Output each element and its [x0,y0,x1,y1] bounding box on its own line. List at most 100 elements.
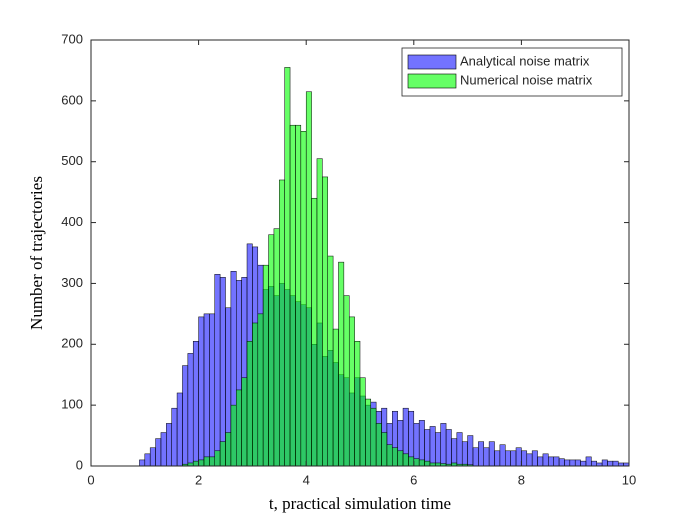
bar [192,460,199,467]
bar [214,450,221,467]
bar [225,432,232,467]
y-axis-label: Number of trajectories [27,176,46,330]
bar [424,460,431,467]
bar [472,447,479,467]
bar [166,423,172,467]
series [182,67,474,467]
x-tick-label: 2 [195,472,202,487]
bar [246,340,253,467]
bar [295,124,302,467]
bar [214,274,221,467]
y-tick-label: 200 [61,336,83,351]
bar [343,295,350,467]
bar [354,340,361,467]
y-tick-label: 0 [76,457,83,472]
legend-swatch [407,73,457,89]
y-tick-label: 400 [61,214,83,229]
bar [440,423,447,467]
bar [564,459,571,467]
axes-box [90,39,630,467]
bar [160,432,167,467]
bar [467,435,474,467]
y-tick-label: 700 [61,31,83,46]
bar [451,438,458,467]
bar [139,459,146,467]
bar [483,447,490,467]
bar [478,441,484,467]
bar [365,398,372,467]
bar [300,131,307,467]
bar [494,450,501,467]
bar [537,456,544,467]
bar [279,179,285,467]
legend-label: Numerical noise matrix [460,72,593,87]
bar [209,313,215,467]
bar [257,313,264,467]
legend-swatch [407,54,457,70]
bar [209,456,215,467]
bar [429,426,436,467]
bar [192,340,199,467]
bar [408,456,415,467]
bar [402,453,409,467]
bar [381,432,388,467]
bar [601,459,608,467]
bar [262,264,269,467]
bar [418,420,425,467]
bar [332,328,339,467]
bar [526,453,533,467]
bar [348,316,355,467]
bar [252,322,259,467]
bar [574,459,581,467]
bar [435,432,441,467]
bar [203,456,210,467]
bar [397,450,404,467]
bar [531,450,538,467]
bar [515,447,522,467]
x-tick-label: 4 [303,472,310,487]
bar [171,407,178,467]
bar [499,444,506,467]
bar [327,255,334,467]
bar [445,429,452,467]
bar [289,124,296,467]
y-tick-label: 600 [61,92,83,107]
bar [219,277,226,467]
bar [219,441,226,467]
bar [268,234,275,467]
bar [182,365,189,467]
bar [198,316,205,467]
y-tick-label: 300 [61,275,83,290]
bar [548,456,554,467]
bar [456,432,463,467]
bar [424,429,431,467]
bar [461,441,468,467]
bar [386,444,393,467]
bar [241,377,248,467]
bar [612,460,619,467]
x-tick-label: 6 [410,472,417,487]
bar [542,453,549,467]
bar [505,450,511,467]
bar [338,261,345,467]
bar [144,453,151,467]
bar [155,438,162,467]
bar [510,450,517,467]
bar [375,423,382,467]
bar [413,458,420,467]
bar [569,459,576,467]
bar [305,91,312,467]
bar [521,450,528,467]
bar [203,313,210,467]
bar [607,460,614,467]
bar [580,460,587,467]
bar [187,353,194,467]
x-tick-label: 0 [87,472,94,487]
bar [176,392,183,467]
y-tick-label: 100 [61,397,83,412]
bar [316,158,323,467]
x-tick-label: 10 [622,472,636,487]
bar [311,197,318,467]
